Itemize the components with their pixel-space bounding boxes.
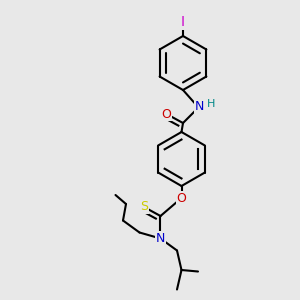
Text: N: N [156, 232, 165, 245]
Text: S: S [140, 200, 148, 214]
Text: N: N [195, 100, 204, 113]
Text: O: O [177, 191, 186, 205]
Text: O: O [162, 107, 171, 121]
Text: I: I [181, 16, 185, 29]
Text: H: H [207, 99, 215, 109]
